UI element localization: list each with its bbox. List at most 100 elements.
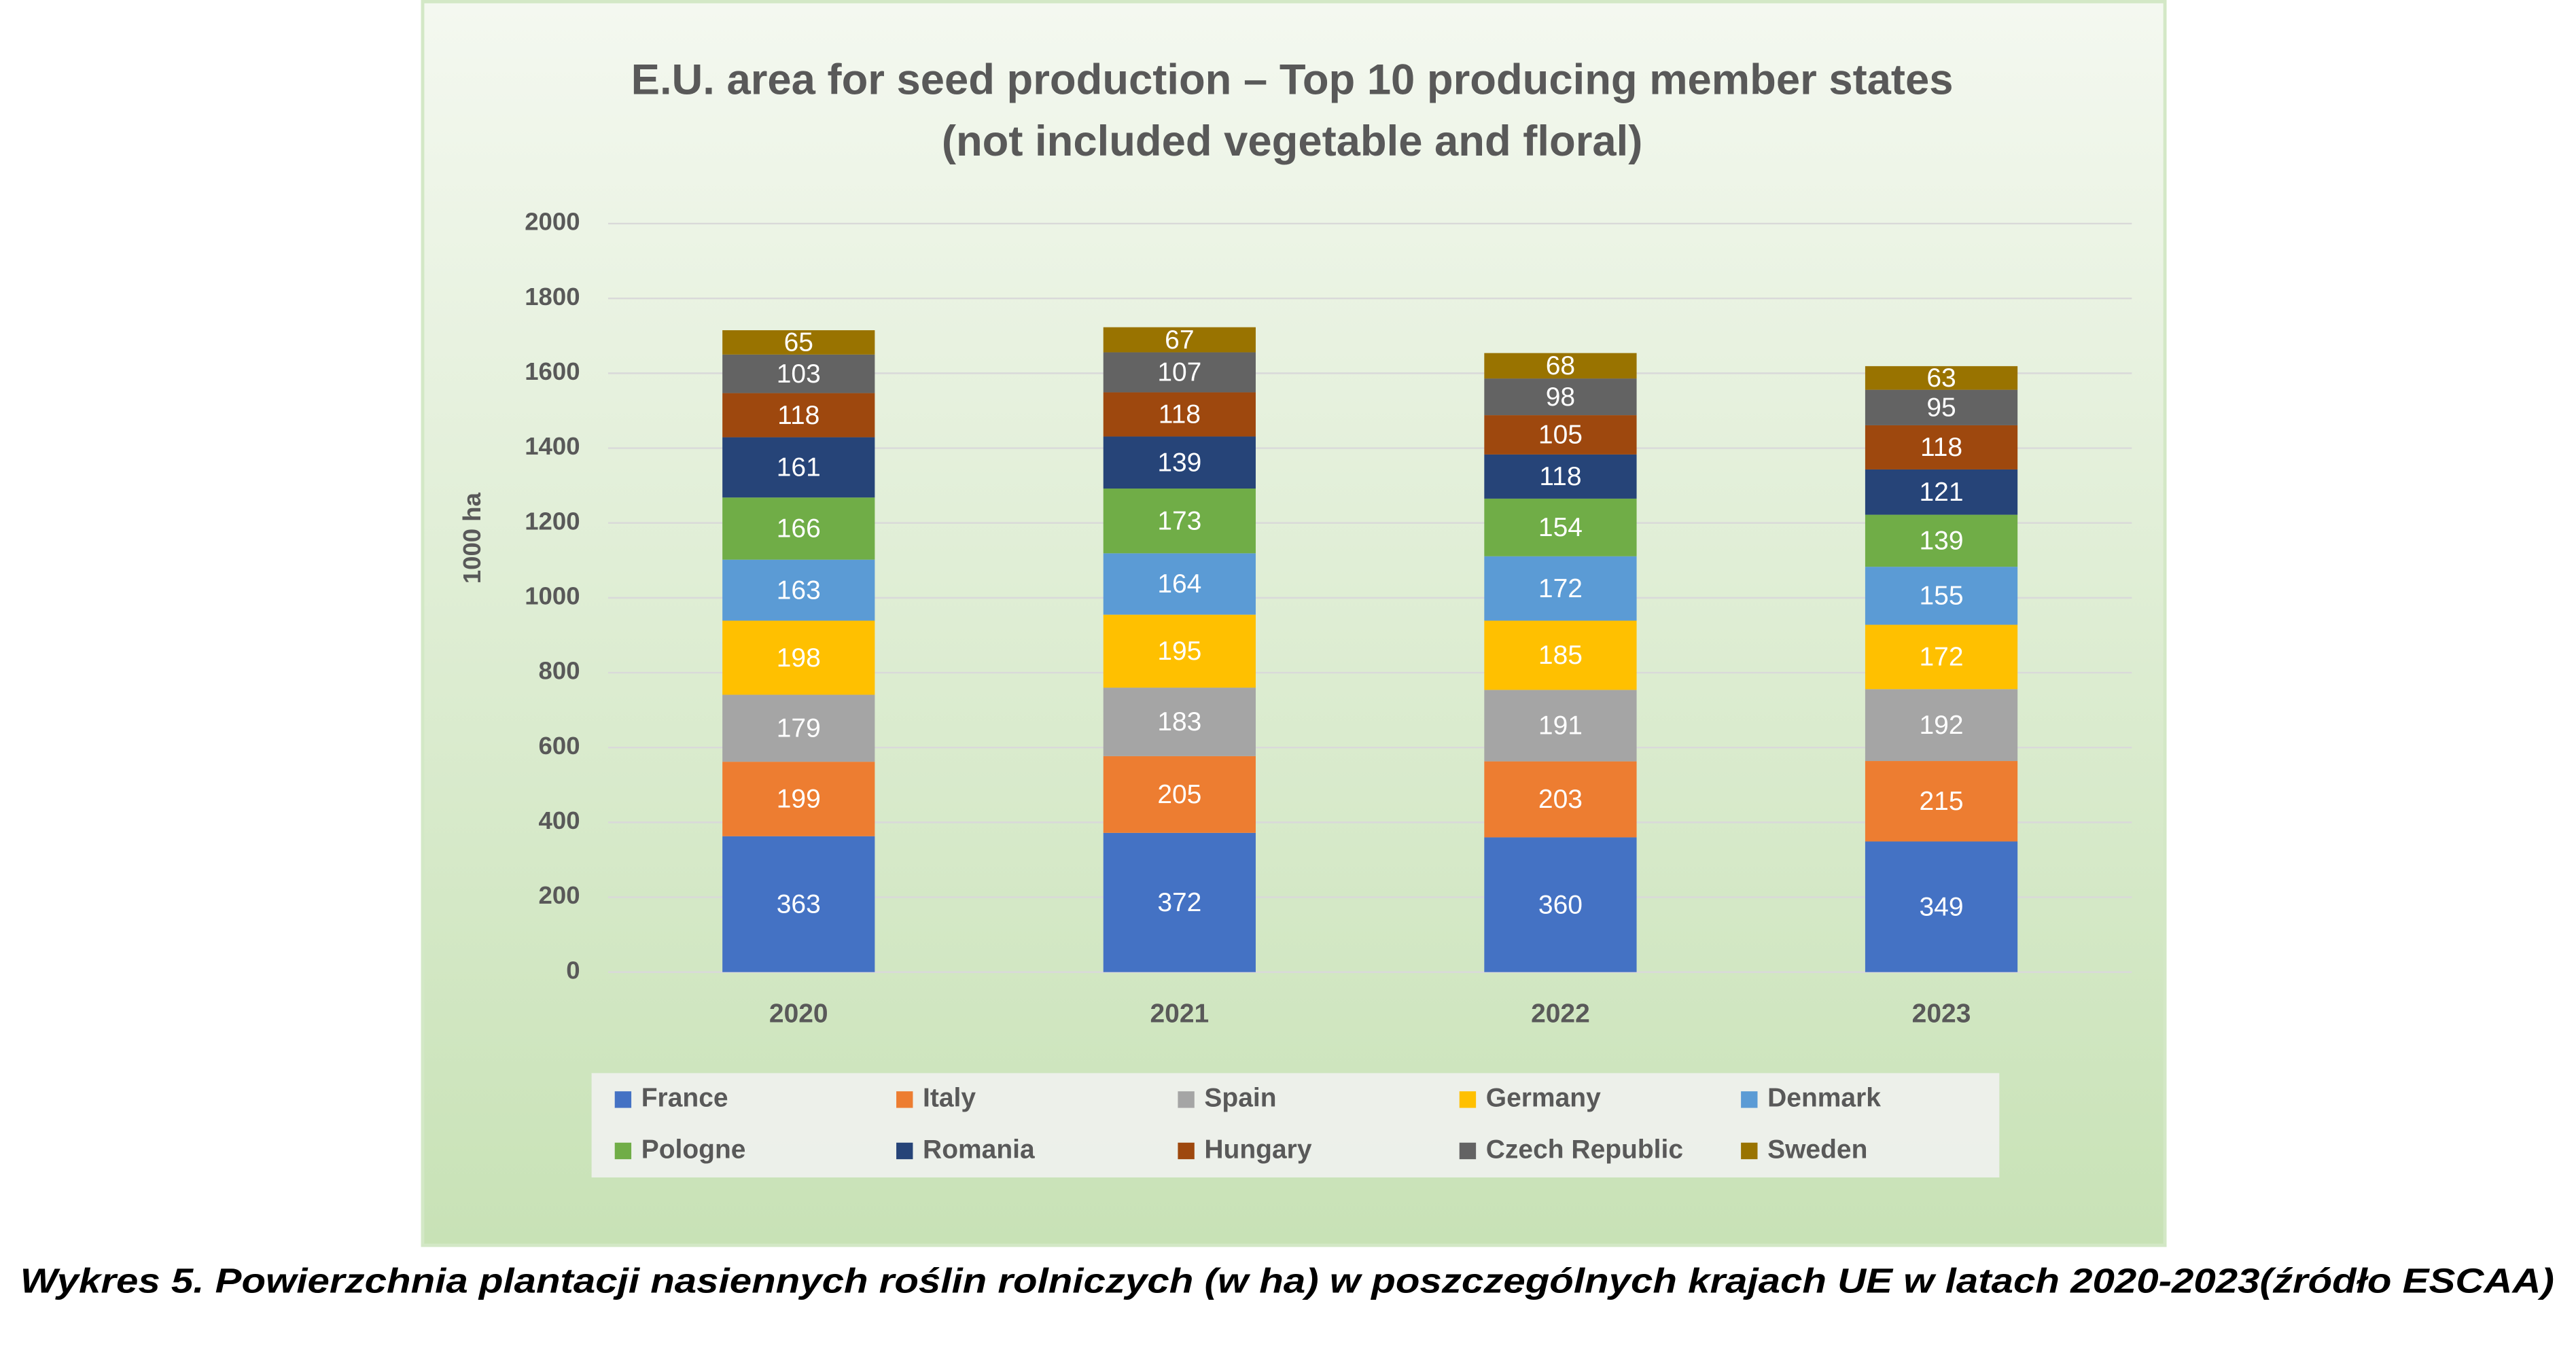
- data-label: 183: [1157, 707, 1201, 737]
- data-label: 203: [1538, 785, 1583, 814]
- data-label: 118: [1920, 433, 1962, 462]
- y-tick-label: 400: [539, 806, 580, 834]
- data-label: 139: [1920, 527, 1964, 556]
- bar-segment: [1865, 425, 2018, 469]
- data-label: 195: [1157, 637, 1201, 666]
- bar-segment: [1865, 689, 2018, 762]
- data-label: 172: [1920, 643, 1964, 672]
- bar-segment: [1484, 556, 1637, 621]
- data-label: 154: [1538, 513, 1583, 542]
- bar-segment: [1103, 688, 1256, 756]
- legend-label: Sweden: [1767, 1135, 1867, 1164]
- data-label: 68: [1546, 351, 1575, 380]
- data-label: 215: [1920, 787, 1964, 816]
- data-label: 107: [1157, 358, 1201, 387]
- y-axis-label: 1000 ha: [458, 492, 486, 584]
- legend-swatch: [1459, 1091, 1477, 1108]
- data-label: 155: [1920, 582, 1964, 611]
- data-label: 199: [777, 785, 821, 814]
- legend-label: France: [641, 1084, 728, 1113]
- legend-swatch: [896, 1091, 913, 1108]
- bar-segment: [1484, 353, 1637, 379]
- legend-label: Romania: [923, 1135, 1035, 1164]
- bar-segment: [1484, 415, 1637, 455]
- bar-segment: [722, 559, 875, 621]
- y-tick-label: 0: [566, 956, 580, 984]
- data-label: 173: [1157, 506, 1201, 535]
- data-label: 118: [1159, 400, 1201, 429]
- legend-label: Pologne: [641, 1135, 746, 1164]
- caption: Wykres 5. Powierzchnia plantacji nasienn…: [20, 1261, 2554, 1300]
- y-tick-label: 1200: [525, 507, 580, 535]
- bar-segment: [1484, 378, 1637, 416]
- data-label: 121: [1920, 478, 1964, 507]
- y-tick-label: 1000: [525, 582, 580, 610]
- data-label: 98: [1546, 383, 1575, 412]
- bar-segment: [1103, 327, 1256, 353]
- legend-swatch: [1741, 1142, 1758, 1160]
- legend-swatch: [1459, 1142, 1477, 1160]
- y-tick-label: 800: [539, 657, 580, 685]
- data-label: 161: [777, 453, 821, 482]
- bar-segment: [1103, 352, 1256, 393]
- data-label: 192: [1920, 711, 1964, 740]
- chart-title: E.U. area for seed production – Top 10 p…: [631, 56, 1954, 104]
- legend-swatch: [1178, 1142, 1195, 1160]
- data-label: 198: [777, 643, 821, 673]
- bar-segment: [1103, 832, 1256, 972]
- bar-segment: [1865, 567, 2018, 625]
- data-label: 372: [1157, 888, 1201, 917]
- x-tick-label: 2022: [1531, 999, 1590, 1028]
- bar-segment: [722, 620, 875, 695]
- bar-segment: [1103, 614, 1256, 688]
- data-label: 179: [777, 714, 821, 743]
- bar-segment: [1103, 553, 1256, 615]
- bar-segment: [1484, 498, 1637, 556]
- data-label: 118: [1539, 462, 1581, 491]
- legend-label: Italy: [923, 1084, 976, 1113]
- bar-segment: [1103, 436, 1256, 489]
- data-label: 166: [777, 514, 821, 544]
- y-tick-label: 2000: [525, 208, 580, 236]
- bar-segment: [1484, 761, 1637, 838]
- data-label: 67: [1165, 325, 1194, 355]
- bar-segment: [1865, 469, 2018, 515]
- y-tick-label: 1400: [525, 432, 580, 460]
- legend-swatch: [896, 1142, 913, 1160]
- legend-label: Czech Republic: [1486, 1135, 1683, 1164]
- bar-segment: [722, 762, 875, 836]
- legend-swatch: [1741, 1091, 1758, 1108]
- data-label: 363: [777, 889, 821, 919]
- data-label: 185: [1538, 641, 1583, 670]
- legend-label: Spain: [1204, 1084, 1276, 1113]
- bar-segment: [1865, 624, 2018, 690]
- legend: [591, 1073, 2000, 1177]
- bar-segment: [722, 437, 875, 498]
- data-label: 164: [1157, 569, 1201, 599]
- bar-segment: [722, 393, 875, 438]
- bar-segment: [1865, 761, 2018, 842]
- y-tick-label: 1800: [525, 283, 580, 311]
- data-label: 360: [1538, 890, 1583, 919]
- legend-swatch: [1178, 1091, 1195, 1108]
- bar-segment: [1865, 841, 2018, 972]
- data-label: 349: [1920, 892, 1964, 921]
- bar-segment: [722, 694, 875, 762]
- data-label: 95: [1926, 393, 1956, 423]
- legend-label: Germany: [1486, 1084, 1601, 1113]
- y-tick-label: 600: [539, 732, 580, 760]
- data-label: 118: [777, 401, 819, 430]
- y-tick-label: 1600: [525, 357, 580, 385]
- chart-subtitle: (not included vegetable and floral): [942, 118, 1642, 165]
- data-label: 63: [1926, 363, 1956, 393]
- data-label: 191: [1538, 711, 1583, 741]
- bar-segment: [1484, 454, 1637, 499]
- bar-segment: [722, 497, 875, 560]
- y-tick-label: 200: [539, 881, 580, 909]
- bar-segment: [722, 330, 875, 355]
- x-tick-label: 2023: [1912, 999, 1971, 1028]
- data-label: 172: [1538, 574, 1583, 603]
- data-label: 163: [777, 575, 821, 605]
